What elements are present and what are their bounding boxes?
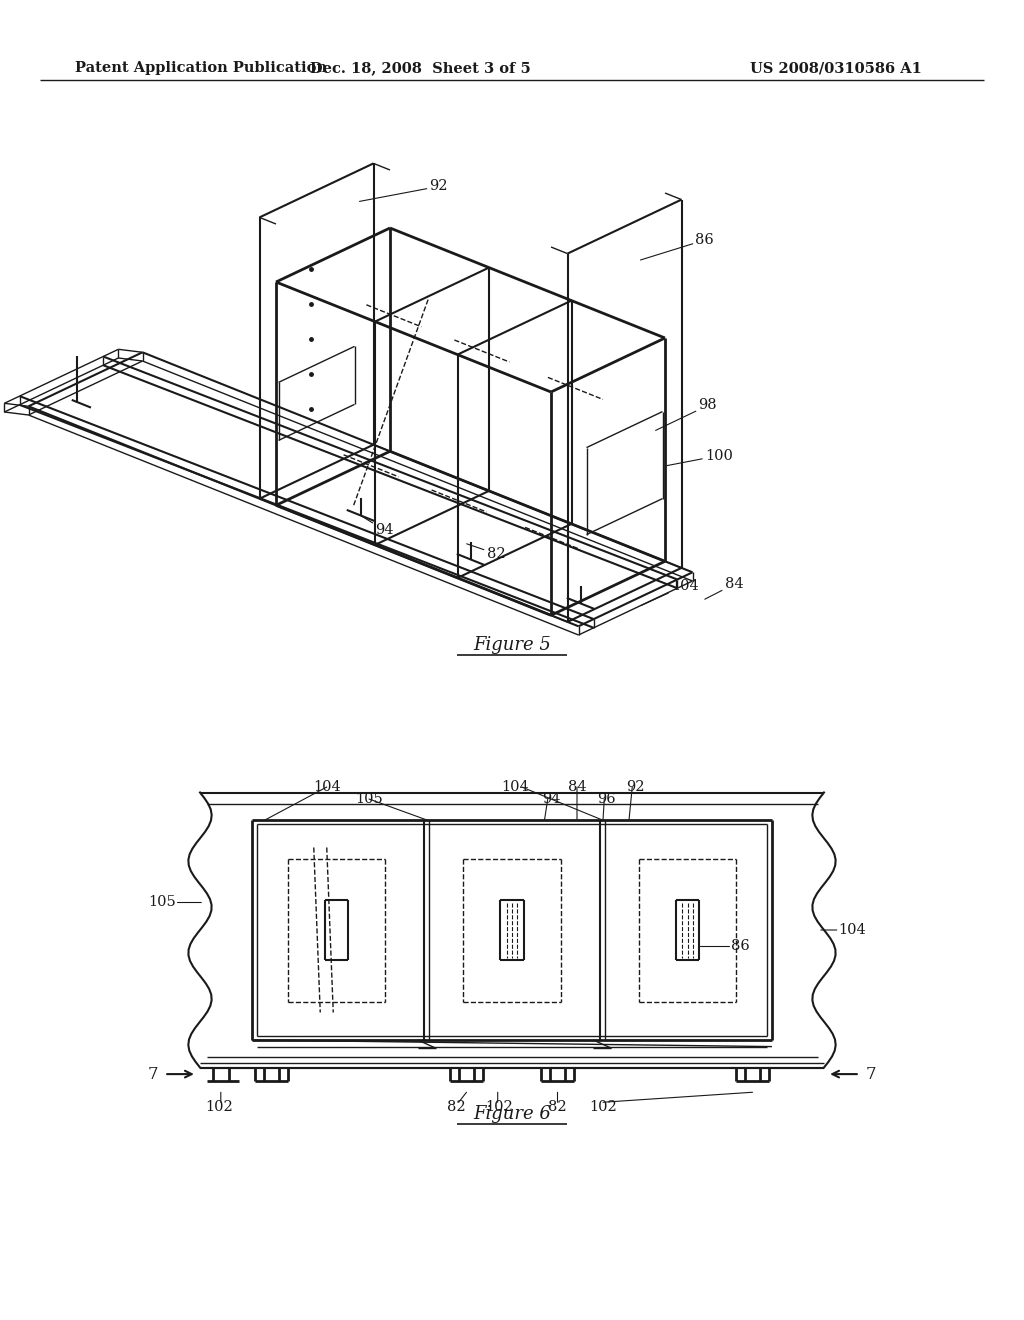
Text: Figure 6: Figure 6 — [473, 1105, 551, 1123]
Text: 104: 104 — [641, 578, 698, 606]
Text: Dec. 18, 2008  Sheet 3 of 5: Dec. 18, 2008 Sheet 3 of 5 — [309, 61, 530, 75]
Text: 102: 102 — [589, 1101, 616, 1114]
Text: 86: 86 — [731, 940, 751, 953]
Text: 105: 105 — [147, 895, 175, 909]
Text: 7: 7 — [147, 1065, 159, 1082]
Text: 92: 92 — [359, 180, 449, 202]
Text: Patent Application Publication: Patent Application Publication — [75, 61, 327, 75]
Text: 102: 102 — [206, 1101, 233, 1114]
Text: 82: 82 — [548, 1101, 567, 1114]
Text: 102: 102 — [485, 1101, 513, 1114]
Text: Figure 5: Figure 5 — [473, 636, 551, 653]
Text: 104: 104 — [502, 780, 529, 795]
Text: 7: 7 — [865, 1065, 877, 1082]
Text: 84: 84 — [705, 577, 743, 599]
Text: 100: 100 — [667, 449, 733, 466]
Text: 94: 94 — [360, 515, 394, 537]
Text: 84: 84 — [567, 780, 587, 795]
Text: 104: 104 — [313, 780, 341, 795]
Text: US 2008/0310586 A1: US 2008/0310586 A1 — [750, 61, 922, 75]
Text: 94: 94 — [542, 792, 560, 807]
Text: 98: 98 — [655, 399, 717, 430]
Text: 82: 82 — [467, 544, 505, 561]
Text: 105: 105 — [355, 792, 383, 807]
Text: 92: 92 — [627, 780, 645, 795]
Text: 86: 86 — [640, 234, 715, 260]
Text: 104: 104 — [839, 923, 866, 937]
Text: 96: 96 — [597, 792, 615, 807]
Text: 82: 82 — [447, 1101, 466, 1114]
